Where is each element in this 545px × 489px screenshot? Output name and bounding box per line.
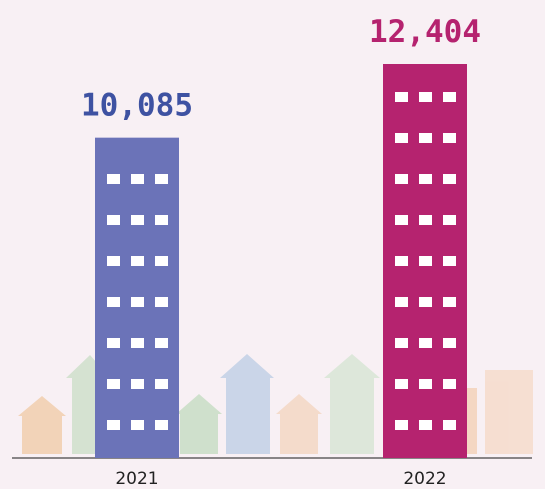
window [131,420,144,430]
window [419,174,432,184]
window [395,256,408,266]
window [443,92,456,102]
window [107,338,120,348]
value-label: 12,404 [369,14,481,50]
window [131,256,144,266]
window [419,215,432,225]
x-tick-label: 2022 [403,469,446,489]
window [395,379,408,389]
window [107,420,120,430]
window [419,338,432,348]
window [395,92,408,102]
window [419,133,432,143]
window [107,174,120,184]
window [395,297,408,307]
page: {"chart_data": {"type": "bar", "categori… [0,0,545,489]
window [443,297,456,307]
window [107,256,120,266]
window [443,215,456,225]
window [155,174,168,184]
window [419,256,432,266]
window [443,379,456,389]
window [155,379,168,389]
window [419,92,432,102]
window [107,379,120,389]
window [395,215,408,225]
window [131,215,144,225]
window [131,174,144,184]
window [155,297,168,307]
window [395,174,408,184]
window [131,297,144,307]
window [395,338,408,348]
window [131,338,144,348]
window [155,256,168,266]
window [131,379,144,389]
window [155,420,168,430]
window [443,420,456,430]
window [419,379,432,389]
window [443,133,456,143]
window [443,338,456,348]
window [419,297,432,307]
value-label: 10,085 [81,88,193,124]
window [107,297,120,307]
chart: 10,085 2021 12,404 2022 [0,0,545,489]
window [443,256,456,266]
window [419,420,432,430]
window [107,215,120,225]
window [395,133,408,143]
window [443,174,456,184]
window [155,215,168,225]
x-tick-label: 2021 [115,469,158,489]
window [155,338,168,348]
window [395,420,408,430]
